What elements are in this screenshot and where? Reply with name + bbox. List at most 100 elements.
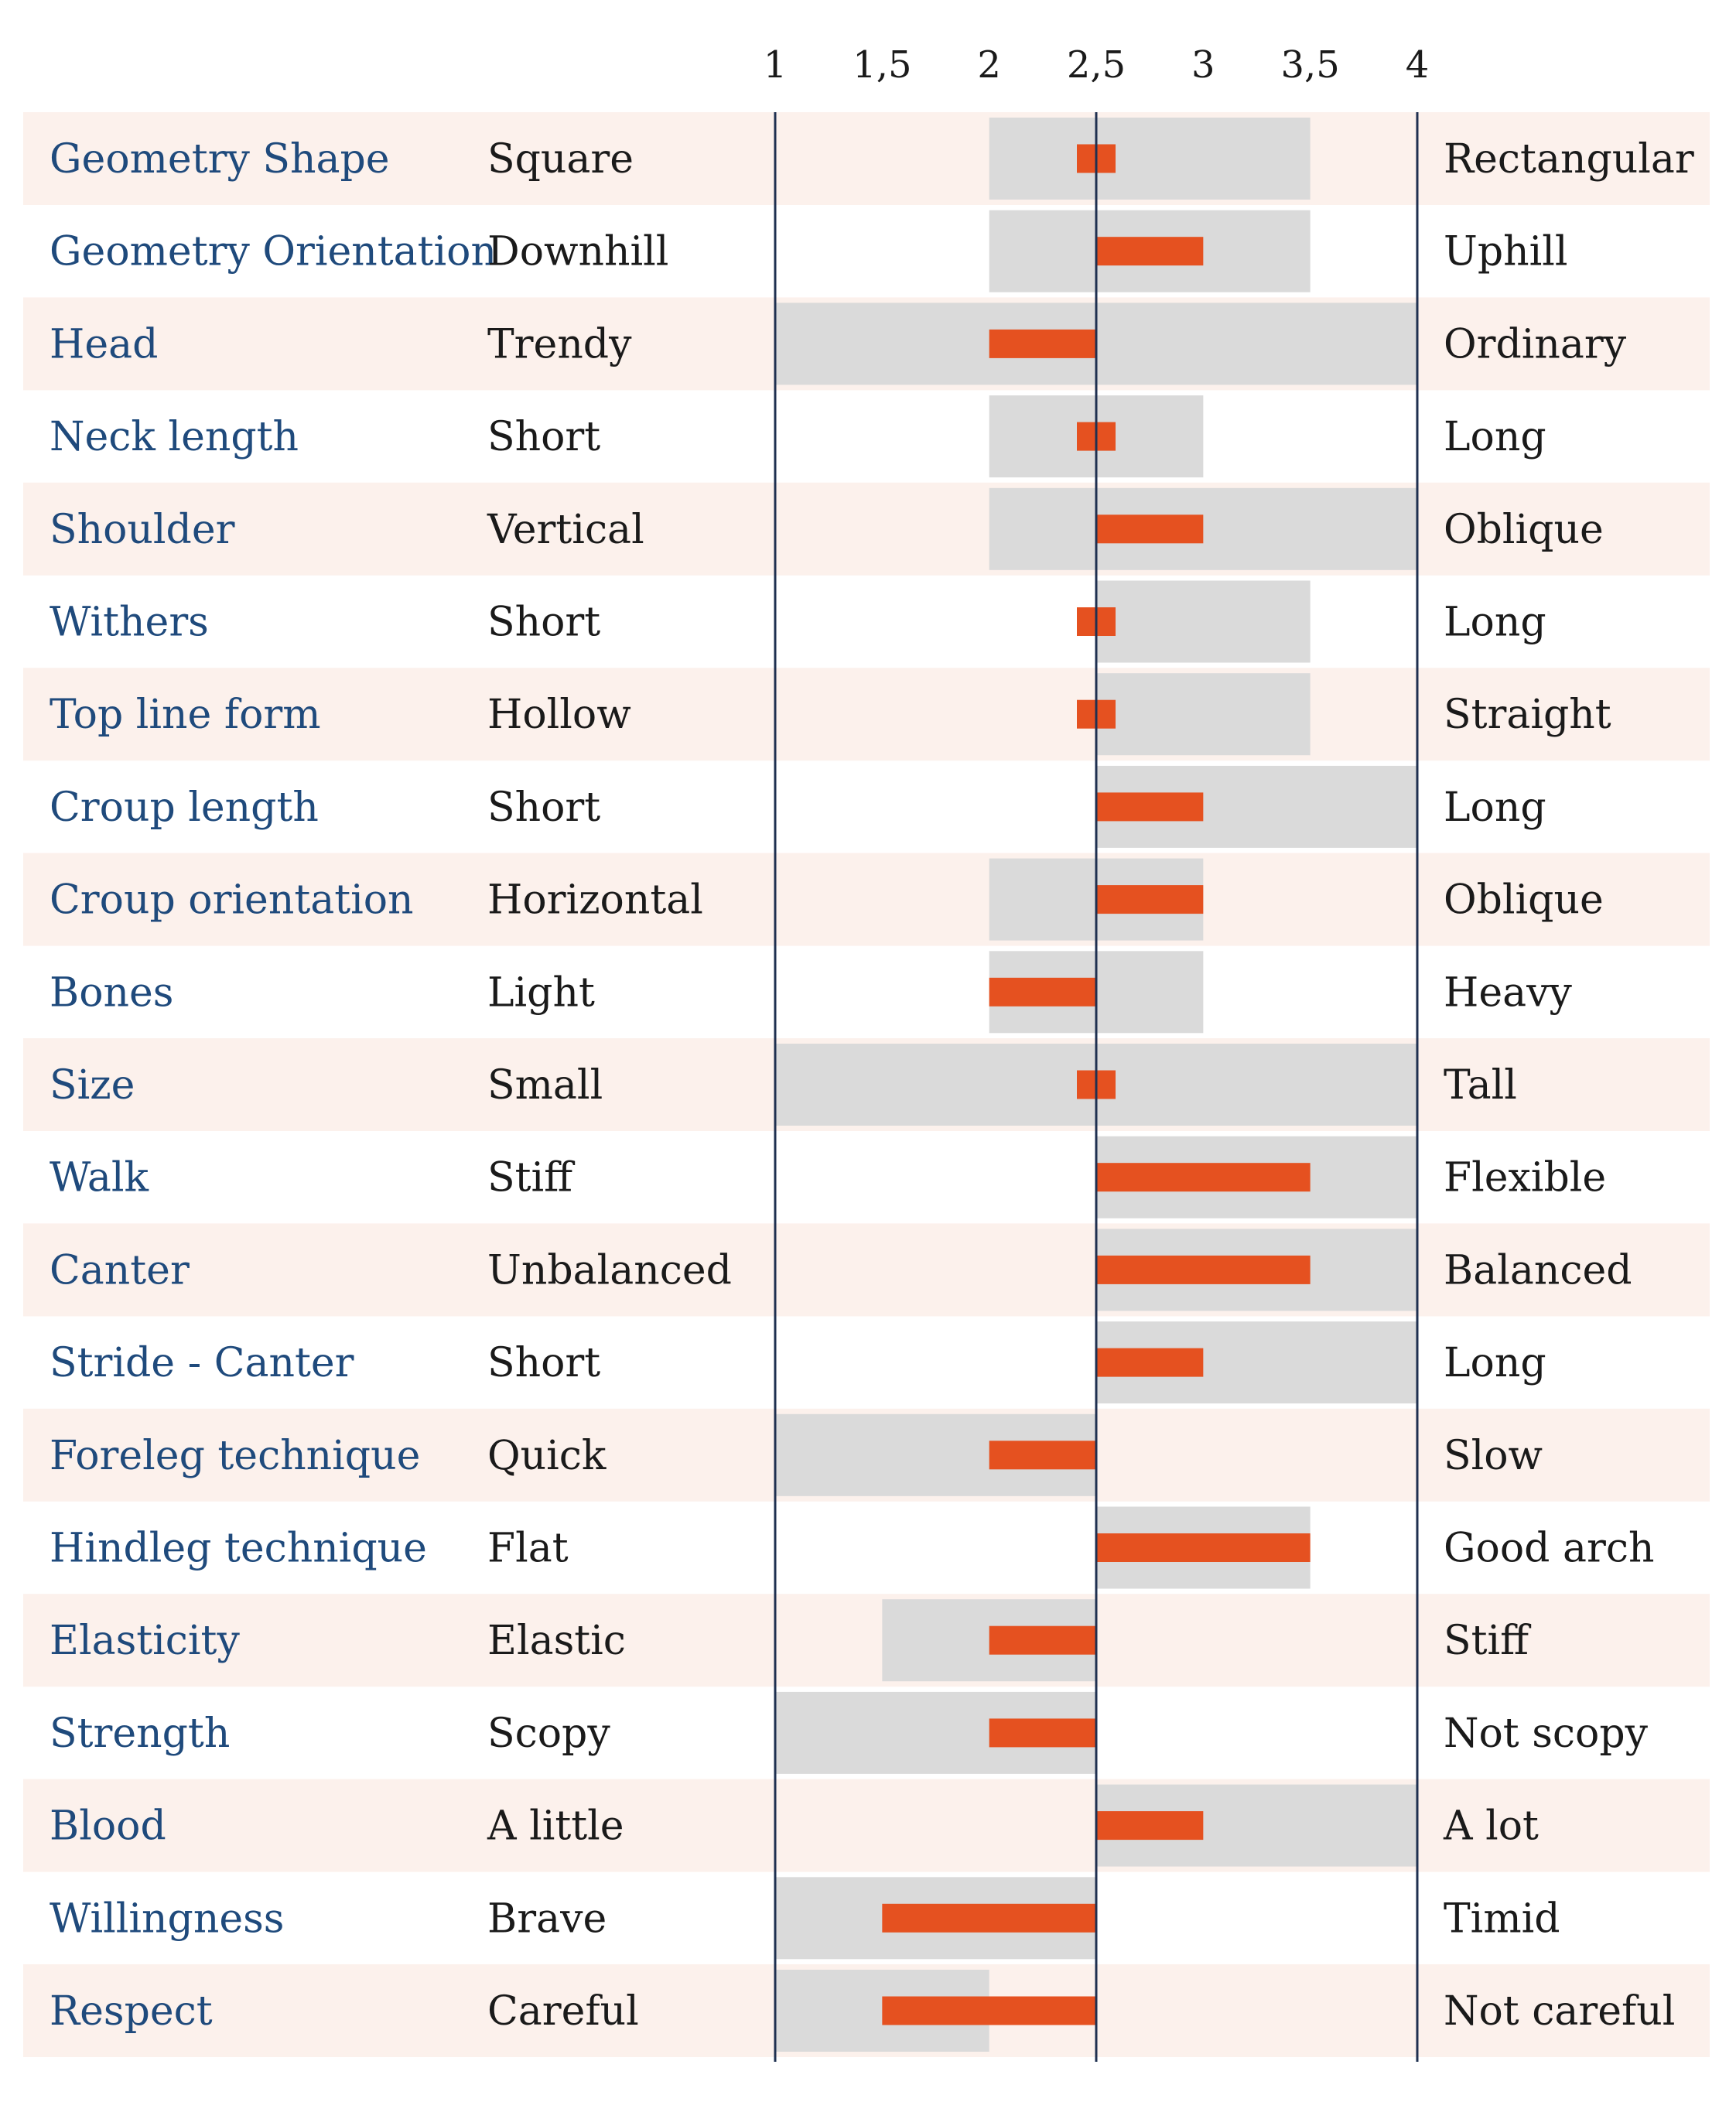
x-tick-label: 2,5 [1067, 43, 1126, 87]
trait-label: Blood [50, 1803, 166, 1850]
trait-label: Geometry Orientation [50, 229, 497, 275]
value-bar [989, 977, 1096, 1007]
trait-label: Croup length [50, 784, 319, 831]
high-pole-label: Uphill [1444, 229, 1568, 275]
trait-label: Canter [50, 1247, 190, 1294]
low-pole-label: Square [487, 136, 634, 183]
trait-label: Neck length [50, 414, 299, 460]
value-bar [1096, 885, 1204, 914]
value-bars [882, 144, 1311, 2025]
low-pole-label: Elastic [487, 1618, 626, 1664]
x-tick-label: 4 [1406, 43, 1430, 87]
row-band [23, 1594, 1710, 1687]
high-pole-label: Not scopy [1444, 1711, 1649, 1757]
row-band [23, 1223, 1710, 1317]
range-bar [1096, 673, 1311, 756]
low-pole-label: Light [487, 969, 595, 1016]
trait-label: Head [50, 321, 158, 367]
high-pole-label: Slow [1444, 1433, 1543, 1479]
high-pole-label: Ordinary [1444, 321, 1627, 367]
high-pole-label: Heavy [1444, 969, 1573, 1016]
range-bar [1096, 580, 1311, 663]
trait-label: Strength [50, 1711, 230, 1757]
trait-label: Top line form [50, 692, 321, 738]
range-bar [989, 118, 1311, 200]
low-pole-label: Scopy [487, 1711, 610, 1757]
high-pole-label: Stiff [1444, 1618, 1532, 1664]
x-tick-label: 2 [977, 43, 1001, 87]
value-bar [1096, 237, 1204, 266]
trait-label: Shoulder [50, 507, 235, 553]
x-tick-label: 3 [1191, 43, 1215, 87]
trait-label: Respect [50, 1988, 213, 2035]
trait-label: Willingness [50, 1895, 284, 1942]
high-pole-label: Rectangular [1444, 136, 1694, 183]
low-pole-label: Trendy [487, 321, 632, 367]
high-pole-label: Balanced [1444, 1247, 1632, 1294]
high-pole-label: Tall [1444, 1062, 1517, 1109]
trait-label: Elasticity [50, 1618, 240, 1664]
value-bar [989, 1625, 1096, 1655]
trait-label: Walk [50, 1155, 149, 1201]
low-pole-label: Small [487, 1062, 603, 1109]
high-pole-label: Long [1444, 784, 1546, 831]
low-pole-label: Short [487, 600, 600, 646]
row-band [23, 668, 1710, 761]
trait-label: Foreleg technique [50, 1433, 420, 1479]
trait-label: Hindleg technique [50, 1526, 427, 1572]
low-pole-label: Short [487, 784, 600, 831]
low-pole-label: Hollow [487, 692, 631, 738]
low-pole-label: Flat [487, 1526, 569, 1572]
low-pole-label: Careful [487, 1988, 639, 2035]
low-pole-label: Stiff [487, 1155, 576, 1201]
value-bar [1096, 514, 1204, 544]
trait-label: Croup orientation [50, 877, 414, 924]
value-bar [1096, 1255, 1311, 1284]
value-bar [1096, 1811, 1204, 1841]
trait-label: Bones [50, 969, 173, 1016]
low-pole-label: Vertical [487, 507, 644, 553]
value-bar [1096, 1163, 1311, 1192]
low-pole-label: Short [487, 414, 600, 460]
high-pole-label: Timid [1444, 1895, 1560, 1942]
high-pole-label: Oblique [1444, 877, 1604, 924]
row-band [23, 1779, 1710, 1872]
high-pole-label: Long [1444, 600, 1546, 646]
value-bar [989, 1441, 1096, 1470]
high-pole-label: Not careful [1444, 1988, 1675, 2035]
x-tick-label: 1 [764, 43, 788, 87]
trait-label: Stride - Canter [50, 1340, 354, 1386]
x-axis-ticks: 1 1,5 2 2,5 3 3,5 4 [764, 43, 1430, 87]
value-bar [1096, 792, 1204, 822]
value-bar [989, 329, 1096, 358]
row-band [23, 482, 1710, 576]
trait-label: Withers [50, 600, 209, 646]
row-labels: Geometry Shape Square Rectangular Geometry … [50, 136, 1694, 2035]
low-pole-label: Brave [487, 1895, 607, 1942]
row-band [23, 853, 1710, 946]
high-pole-label: Long [1444, 1340, 1546, 1386]
high-pole-label: Long [1444, 414, 1546, 460]
low-pole-label: Unbalanced [487, 1247, 732, 1294]
high-pole-label: Oblique [1444, 507, 1604, 553]
low-pole-label: Short [487, 1340, 600, 1386]
value-bar [1096, 1533, 1311, 1562]
value-bar [882, 1903, 1096, 1933]
low-pole-label: A little [487, 1803, 624, 1850]
value-bar [882, 1996, 1096, 2025]
high-pole-label: Good arch [1444, 1526, 1654, 1572]
high-pole-label: Straight [1444, 692, 1611, 738]
high-pole-label: Flexible [1444, 1155, 1606, 1201]
trait-label: Geometry Shape [50, 136, 390, 183]
low-pole-label: Downhill [487, 229, 668, 275]
value-bar [1096, 1348, 1204, 1377]
low-pole-label: Quick [487, 1433, 607, 1479]
value-bar [989, 1718, 1096, 1748]
high-pole-label: A lot [1443, 1803, 1539, 1850]
trait-label: Size [50, 1062, 135, 1109]
low-pole-label: Horizontal [487, 877, 703, 924]
axis-lines [774, 112, 1419, 2062]
row-band [23, 112, 1710, 205]
x-tick-label: 1,5 [853, 43, 911, 87]
